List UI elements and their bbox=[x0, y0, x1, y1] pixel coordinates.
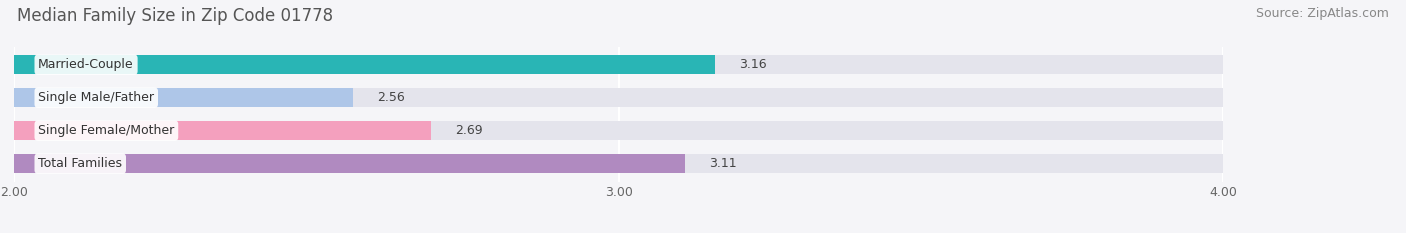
Text: Married-Couple: Married-Couple bbox=[38, 58, 134, 71]
Text: 2.69: 2.69 bbox=[456, 124, 484, 137]
Text: Source: ZipAtlas.com: Source: ZipAtlas.com bbox=[1256, 7, 1389, 20]
Text: Median Family Size in Zip Code 01778: Median Family Size in Zip Code 01778 bbox=[17, 7, 333, 25]
Text: 3.16: 3.16 bbox=[740, 58, 768, 71]
Bar bbox=[14, 154, 685, 173]
Bar bbox=[14, 55, 716, 74]
Text: Total Families: Total Families bbox=[38, 157, 122, 170]
Text: 2.56: 2.56 bbox=[377, 91, 405, 104]
Bar bbox=[14, 154, 1223, 173]
Bar bbox=[14, 88, 1223, 107]
Bar bbox=[14, 55, 1223, 74]
Text: Single Female/Mother: Single Female/Mother bbox=[38, 124, 174, 137]
Text: 3.11: 3.11 bbox=[710, 157, 737, 170]
Bar bbox=[14, 121, 1223, 140]
Bar bbox=[14, 121, 432, 140]
Bar bbox=[14, 88, 353, 107]
Text: Single Male/Father: Single Male/Father bbox=[38, 91, 155, 104]
